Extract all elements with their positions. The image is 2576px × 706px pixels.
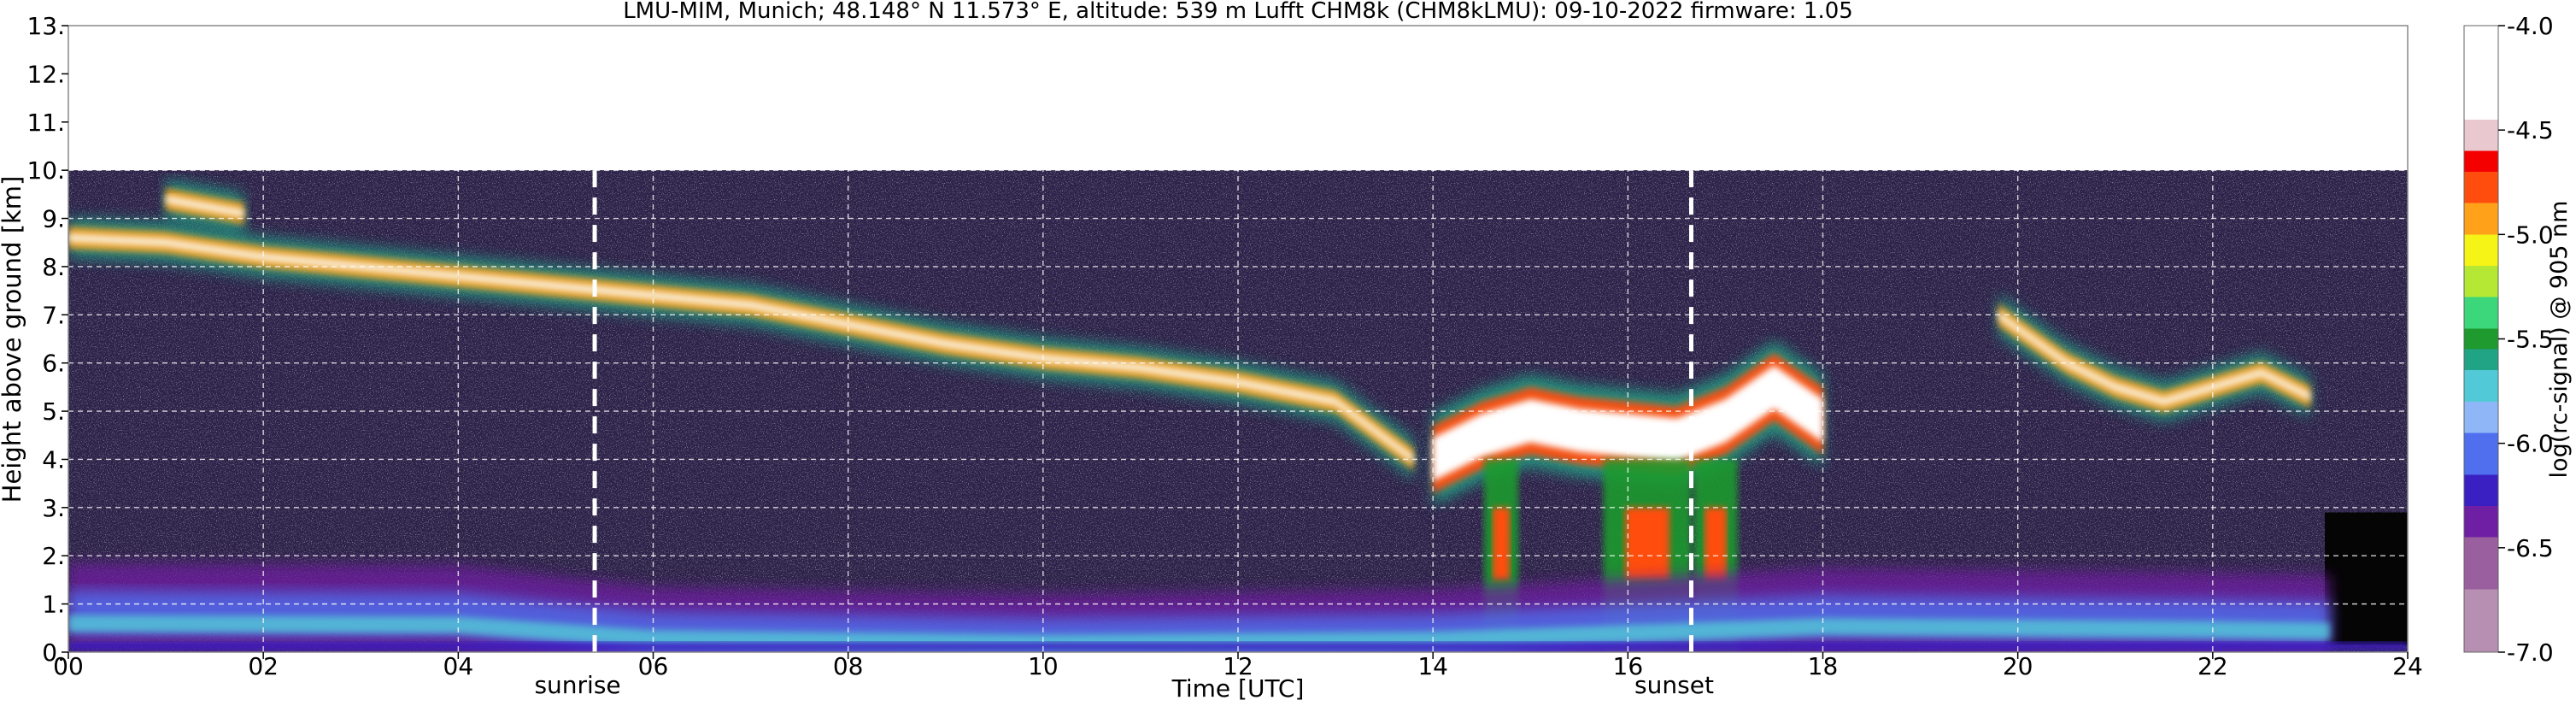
x-axis-label: Time [UTC] [1171, 674, 1305, 703]
y-tick-label: 4. [42, 445, 65, 474]
colorbar-tick-label: -5.5 [2507, 326, 2554, 354]
x-tick-label: 18 [1808, 652, 1839, 680]
y-tick-label: 12. [26, 60, 65, 88]
x-tick-label: 12 [1223, 652, 1253, 680]
y-tick-label: 3. [42, 494, 65, 522]
y-axis: 0. 1. 2. 3. 4. 5. 6. 7. 8. 9. 10. 11. 12. 13. [26, 12, 68, 667]
x-tick-label: 22 [2198, 652, 2228, 680]
y-tick-label: 2. [42, 542, 65, 570]
sun-markers: sunrise sunset [534, 170, 1714, 699]
colorbar-tick-label: -6.5 [2507, 534, 2554, 562]
y-tick-label: 7. [42, 301, 65, 329]
y-tick-label: 6. [42, 350, 65, 378]
x-tick-label: 24 [2392, 652, 2423, 680]
colorbar-tick-label: -4.0 [2507, 12, 2554, 40]
sunrise-label: sunrise [534, 671, 620, 699]
cirrus-layer-outer [68, 217, 1414, 480]
x-axis: 00 02 04 06 08 10 12 14 16 18 20 22 24 [53, 652, 2423, 680]
x-tick-label: 04 [443, 652, 474, 680]
evening-clouds-core [1998, 311, 2310, 406]
sunset-label: sunset [1634, 671, 1714, 699]
colorbar-tick-label: -6.0 [2507, 430, 2554, 458]
x-tick-label: 02 [248, 652, 279, 680]
x-tick-label: 10 [1028, 652, 1059, 680]
y-tick-label: 5. [42, 397, 65, 426]
no-signal-region [2325, 512, 2408, 645]
colorbar: -4.0 -4.5 -5.0 -5.5 -6.0 -6.5 -7.0 log(rc-sign… [2463, 12, 2573, 667]
x-tick-label: 14 [1417, 652, 1448, 680]
y-axis-label: Height above ground [km] [0, 176, 26, 503]
colorbar-tick-label: -5.0 [2507, 221, 2554, 249]
y-tick-label: 1. [42, 591, 65, 619]
x-tick-label: 06 [638, 652, 669, 680]
colorbar-tick-label: -7.0 [2507, 638, 2554, 667]
y-tick-label: 8. [42, 253, 65, 281]
y-tick-label: 11. [26, 109, 65, 137]
precip-core-3 [1705, 507, 1727, 580]
y-tick-label: 0. [42, 638, 65, 667]
evening-clouds-mid [1998, 303, 2310, 413]
precip-core-1 [1493, 507, 1511, 580]
x-tick-label: 08 [833, 652, 864, 680]
cirrus-cap-core [166, 195, 244, 218]
x-tick-label: 20 [2003, 652, 2033, 680]
precip-core-2 [1625, 507, 1669, 580]
grid [68, 26, 2408, 652]
colorbar-tick-label: -4.5 [2507, 116, 2554, 144]
x-tick-label: 16 [1613, 652, 1644, 680]
colorbar-label: log(rc-signal) @ 905 nm [2546, 201, 2573, 479]
y-tick-label: 13. [26, 12, 65, 40]
chart-title: LMU-MIM, Munich; 48.148° N 11.573° E, al… [623, 0, 1853, 24]
x-tick-label: 00 [53, 652, 84, 680]
y-tick-label: 10. [26, 156, 65, 185]
y-tick-label: 9. [42, 205, 65, 233]
